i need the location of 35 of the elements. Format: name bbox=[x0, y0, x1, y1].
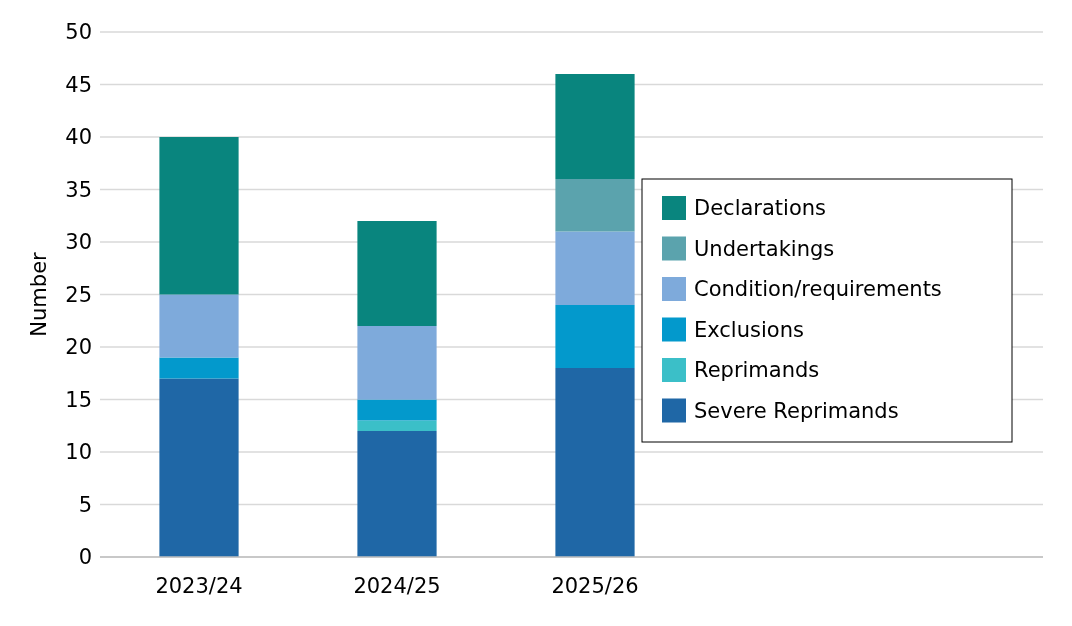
bar bbox=[555, 305, 635, 368]
y-tick-label: 0 bbox=[78, 545, 92, 570]
y-tick-label: 35 bbox=[65, 177, 92, 202]
legend-label: Severe Reprimands bbox=[694, 398, 899, 423]
y-tick-label: 15 bbox=[65, 387, 92, 412]
bar bbox=[357, 431, 437, 557]
legend-label: Declarations bbox=[694, 196, 827, 221]
y-tick-label: 40 bbox=[65, 125, 92, 150]
y-tick-label: 30 bbox=[65, 230, 92, 255]
bar bbox=[555, 368, 635, 557]
x-tick-label: 2025/26 bbox=[551, 574, 639, 598]
bar bbox=[357, 326, 437, 400]
x-tick-label: 2024/25 bbox=[353, 574, 441, 598]
bar bbox=[357, 221, 437, 326]
y-axis-title: Number bbox=[27, 251, 51, 337]
bar bbox=[555, 179, 635, 232]
y-tick-label: 25 bbox=[65, 282, 92, 307]
bar bbox=[357, 399, 437, 421]
legend-label: Condition/requirements bbox=[694, 277, 942, 302]
bar bbox=[159, 137, 239, 295]
bar bbox=[357, 420, 437, 431]
bar bbox=[159, 294, 239, 358]
legend-label: Undertakings bbox=[694, 236, 835, 261]
y-tick-label: 50 bbox=[65, 20, 92, 45]
y-tick-label: 45 bbox=[65, 72, 92, 97]
bar bbox=[159, 378, 239, 557]
y-tick-label: 10 bbox=[65, 440, 92, 465]
bar bbox=[159, 357, 239, 379]
x-tick-label: 2023/24 bbox=[155, 574, 243, 598]
legend-label: Exclusions bbox=[694, 317, 804, 342]
legend-label: Reprimands bbox=[694, 358, 820, 383]
y-tick-label: 5 bbox=[78, 492, 92, 517]
y-tick-label: 20 bbox=[65, 335, 92, 360]
bar bbox=[555, 74, 635, 179]
bar bbox=[555, 231, 635, 305]
